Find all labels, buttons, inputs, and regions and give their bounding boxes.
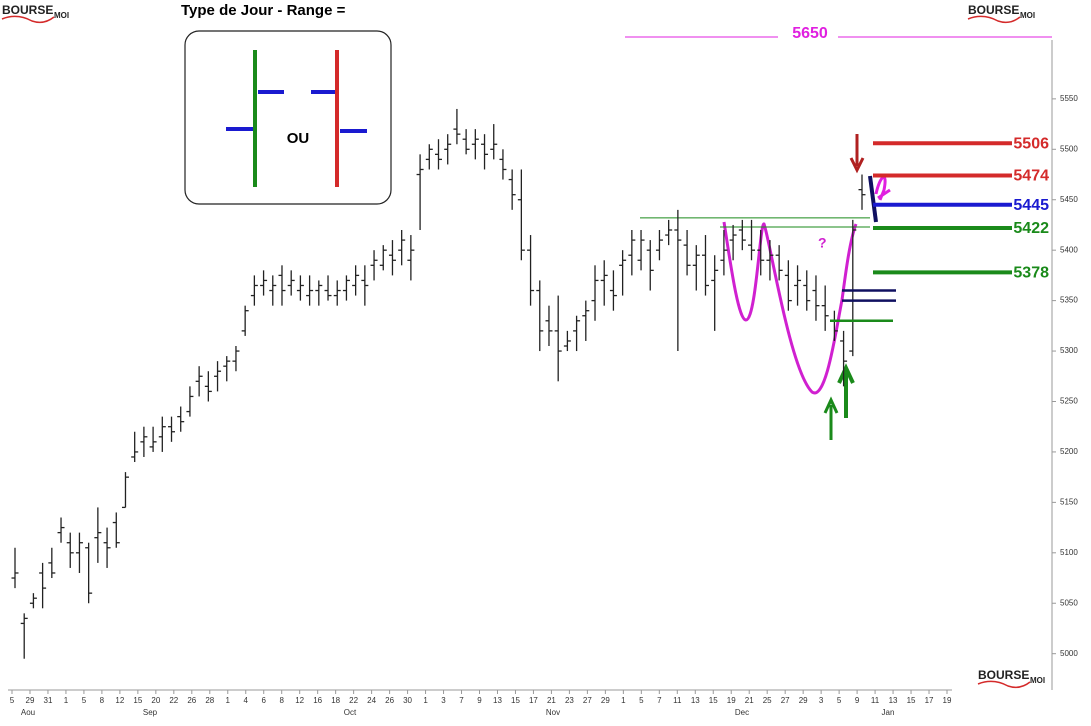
x-tick-label: 21 xyxy=(745,696,754,705)
x-tick-label: 1 xyxy=(64,696,69,705)
x-tick-label: 13 xyxy=(889,696,898,705)
y-tick-label: 5000 xyxy=(1060,649,1078,658)
x-tick-label: 7 xyxy=(657,696,662,705)
x-tick-label: 5 xyxy=(837,696,842,705)
x-tick-label: 18 xyxy=(331,696,340,705)
y-tick-label: 5100 xyxy=(1060,548,1078,557)
x-tick-label: 12 xyxy=(295,696,304,705)
x-tick-label: 19 xyxy=(727,696,736,705)
x-tick-label: 29 xyxy=(601,696,610,705)
level-label: 5378 xyxy=(1013,265,1049,282)
y-tick-label: 5300 xyxy=(1060,346,1078,355)
logo-suffix: MOI xyxy=(54,11,69,20)
x-tick-label: 7 xyxy=(459,696,464,705)
x-tick-label: 17 xyxy=(925,696,934,705)
y-tick-label: 5250 xyxy=(1060,397,1078,406)
logo: BOURSE xyxy=(2,3,53,17)
x-tick-label: 9 xyxy=(855,696,860,705)
month-label: Oct xyxy=(344,708,357,717)
x-tick-label: 11 xyxy=(871,696,880,705)
x-tick-label: 11 xyxy=(673,696,682,705)
x-tick-label: 19 xyxy=(943,696,952,705)
x-tick-label: 5 xyxy=(639,696,644,705)
x-tick-label: 3 xyxy=(441,696,446,705)
level-label: 5445 xyxy=(1013,197,1049,214)
x-tick-label: 23 xyxy=(565,696,574,705)
x-tick-label: 3 xyxy=(819,696,824,705)
month-label: Aou xyxy=(21,708,35,717)
y-tick-label: 5450 xyxy=(1060,195,1078,204)
logo-suffix: MOI xyxy=(1020,11,1035,20)
x-tick-label: 29 xyxy=(26,696,35,705)
x-tick-label: 4 xyxy=(244,696,249,705)
level-label: 5506 xyxy=(1013,135,1049,152)
logo-swoosh xyxy=(1,15,55,24)
level-label: 5474 xyxy=(1013,168,1049,185)
logo-swoosh xyxy=(967,15,1021,24)
x-tick-label: 27 xyxy=(583,696,592,705)
month-label: Nov xyxy=(546,708,560,717)
x-tick-label: 28 xyxy=(205,696,214,705)
arrow-down xyxy=(849,134,865,174)
x-tick-label: 15 xyxy=(907,696,916,705)
y-tick-label: 5500 xyxy=(1060,144,1078,153)
month-label: Sep xyxy=(143,708,158,717)
x-tick-label: 13 xyxy=(493,696,502,705)
question-mark: ? xyxy=(818,235,827,251)
y-tick-label: 5550 xyxy=(1060,94,1078,103)
x-tick-label: 15 xyxy=(709,696,718,705)
logo-suffix: MOI xyxy=(1030,676,1045,685)
x-tick-label: 6 xyxy=(262,696,267,705)
inset-label: OU xyxy=(287,130,310,147)
pattern-arrow xyxy=(874,175,891,201)
logo: BOURSE xyxy=(978,668,1029,682)
x-tick-label: 1 xyxy=(621,696,626,705)
y-tick-label: 5400 xyxy=(1060,245,1078,254)
y-tick-label: 5050 xyxy=(1060,598,1078,607)
x-tick-label: 27 xyxy=(781,696,790,705)
arrow-up xyxy=(837,363,855,418)
x-tick-label: 15 xyxy=(511,696,520,705)
x-tick-label: 31 xyxy=(44,696,53,705)
x-tick-label: 17 xyxy=(529,696,538,705)
logo-swoosh xyxy=(977,680,1031,689)
x-tick-label: 13 xyxy=(691,696,700,705)
x-tick-label: 1 xyxy=(226,696,231,705)
x-tick-label: 8 xyxy=(100,696,105,705)
level-label: 5422 xyxy=(1013,220,1049,237)
month-label: Dec xyxy=(735,708,749,717)
x-tick-label: 26 xyxy=(385,696,394,705)
x-tick-label: 9 xyxy=(477,696,482,705)
logo: BOURSE xyxy=(968,3,1019,17)
x-tick-label: 30 xyxy=(403,696,412,705)
y-tick-label: 5200 xyxy=(1060,447,1078,456)
x-tick-label: 22 xyxy=(169,696,178,705)
x-tick-label: 21 xyxy=(547,696,556,705)
x-tick-label: 20 xyxy=(151,696,160,705)
x-tick-label: 29 xyxy=(799,696,808,705)
pattern-curve xyxy=(722,221,858,395)
x-tick-label: 26 xyxy=(187,696,196,705)
x-tick-label: 12 xyxy=(115,696,124,705)
target-label: 5650 xyxy=(792,25,828,42)
x-tick-label: 5 xyxy=(10,696,15,705)
x-tick-label: 16 xyxy=(313,696,322,705)
chart-title: Type de Jour - Range = xyxy=(181,2,346,19)
arrow-up xyxy=(823,396,839,440)
inset-box xyxy=(184,30,392,205)
y-tick-label: 5150 xyxy=(1060,497,1078,506)
x-tick-label: 8 xyxy=(279,696,284,705)
month-label: Jan xyxy=(882,708,895,717)
trend-stroke xyxy=(868,175,878,223)
x-tick-label: 24 xyxy=(367,696,376,705)
x-tick-label: 22 xyxy=(349,696,358,705)
x-tick-label: 25 xyxy=(763,696,772,705)
x-tick-label: 1 xyxy=(423,696,428,705)
x-tick-label: 5 xyxy=(82,696,87,705)
y-tick-label: 5350 xyxy=(1060,296,1078,305)
x-tick-label: 15 xyxy=(133,696,142,705)
